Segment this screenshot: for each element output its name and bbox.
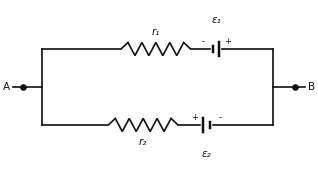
Text: ε₁: ε₁ (211, 15, 221, 25)
Text: -: - (201, 37, 204, 46)
Text: ε₂: ε₂ (202, 149, 211, 159)
Text: -: - (218, 113, 221, 122)
Text: B: B (308, 82, 315, 92)
Text: r₂: r₂ (139, 137, 147, 147)
Text: A: A (3, 82, 10, 92)
Text: +: + (191, 113, 198, 122)
Text: r₁: r₁ (152, 27, 160, 37)
Text: +: + (225, 37, 232, 46)
